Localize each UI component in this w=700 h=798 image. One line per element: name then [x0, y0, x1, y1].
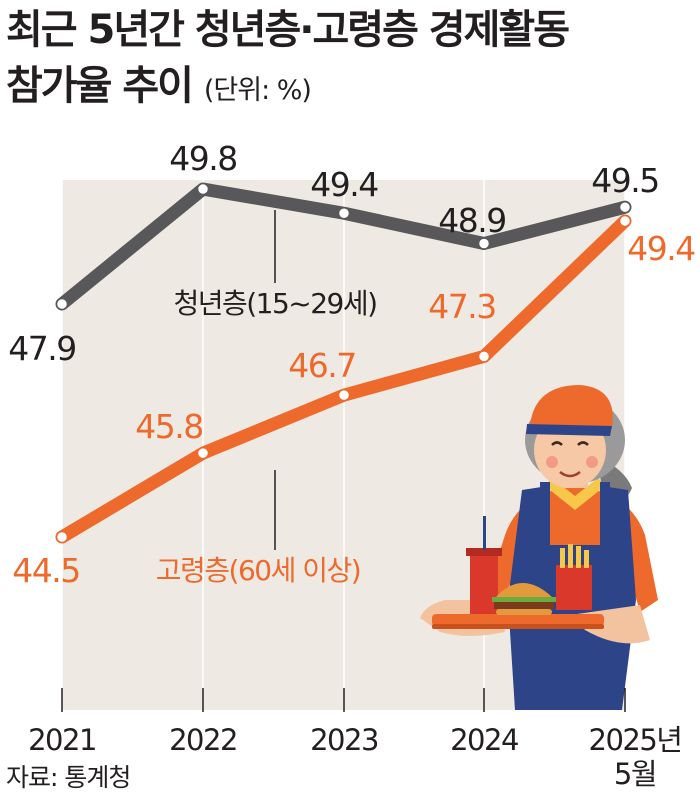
x-tick-label-0: 2021: [28, 723, 96, 757]
chart-title: 최근 5년간 청년층·고령층 경제활동 참가율 추이 (단위: %): [6, 2, 570, 119]
data-label-1-2: 46.7: [288, 346, 355, 385]
data-label-0-0: 47.9: [8, 329, 75, 368]
series-1-point-2: [337, 388, 351, 402]
x-axis: 2021 2022 2023 2024 2025년 5월: [28, 688, 683, 791]
series-1-point-1: [196, 446, 210, 460]
title-line-1: 최근 5년간 청년층·고령층 경제활동: [6, 7, 570, 53]
x-tick-label-1: 2022: [169, 723, 237, 757]
series-name-elderly: 고령층(60세 이상): [156, 554, 360, 587]
series-1-point-0: [55, 530, 69, 544]
data-label-1-4: 49.4: [627, 229, 695, 268]
data-label-1-1: 45.8: [135, 407, 202, 446]
series-0-point-2: [337, 207, 351, 220]
worker-illustration: [420, 385, 658, 710]
series-0-point-0: [55, 297, 69, 311]
series-layer: [55, 182, 632, 544]
data-label-0-3: 48.9: [438, 201, 505, 240]
series-0-point-4: [618, 200, 632, 214]
series-0-point-3: [477, 237, 491, 250]
data-label-0-1: 49.8: [169, 139, 236, 178]
data-label-0-4: 49.5: [591, 161, 658, 200]
x-tick-label-3: 2024: [450, 723, 518, 757]
series-name-youth: 청년층(15~29세): [173, 287, 376, 320]
x-tick-label-4: 2025년 5월: [589, 723, 682, 791]
grid-lines: [61, 180, 626, 710]
series-1-point-4: [618, 214, 632, 228]
series-0-point-1: [196, 182, 210, 196]
data-label-1-3: 47.3: [428, 287, 495, 326]
series-name-labels: 청년층(15~29세) 고령층(60세 이상): [156, 210, 378, 587]
x-tick-label-2: 2023: [310, 723, 378, 757]
source-note: 자료: 통계청: [6, 763, 131, 792]
title-line-2: 참가율 추이: [6, 63, 194, 109]
unit-label: (단위: %): [203, 75, 312, 106]
data-labels: 47.9 49.8 49.4 48.9 49.5 44.5 45.8 46.7 47.3 49.4: [8, 139, 696, 590]
data-label-1-0: 44.5: [12, 551, 79, 590]
data-label-0-2: 49.4: [310, 165, 378, 204]
series-1-point-3: [477, 350, 491, 363]
